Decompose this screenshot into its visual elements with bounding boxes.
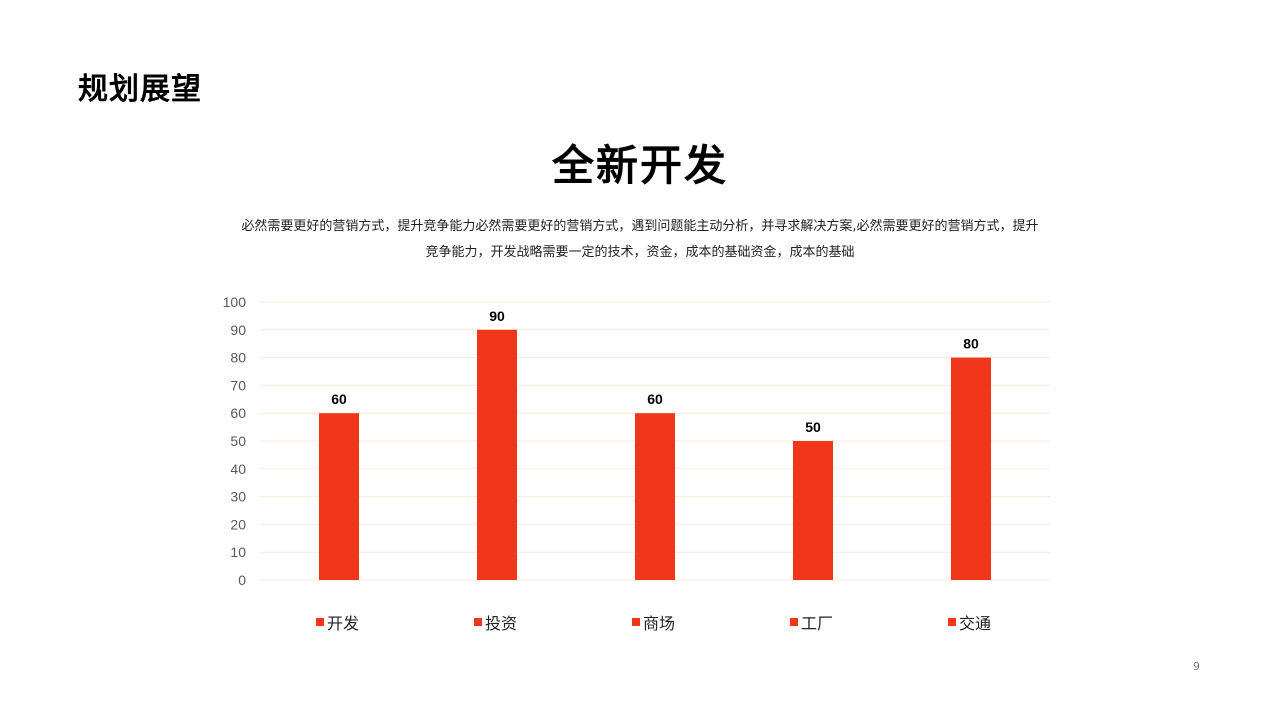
- y-tick-label: 30: [230, 489, 246, 505]
- y-tick-label: 40: [230, 461, 246, 477]
- bar: [477, 329, 517, 580]
- y-tick-label: 50: [230, 433, 246, 449]
- data-label: 90: [489, 308, 505, 324]
- data-label: 80: [963, 336, 979, 352]
- legend-swatch: [632, 618, 640, 626]
- description-text: 必然需要更好的营销方式，提升竞争能力必然需要更好的营销方式，遇到问题能主动分析，…: [241, 219, 1039, 260]
- section-title: 规划展望: [78, 72, 202, 107]
- bar: [951, 357, 991, 580]
- category-label: 开发: [327, 614, 359, 633]
- legend-swatch: [948, 618, 956, 626]
- y-tick-label: 20: [230, 516, 246, 532]
- y-tick-label: 70: [230, 377, 246, 393]
- category-label: 投资: [485, 614, 517, 633]
- bar: [635, 413, 675, 580]
- bar: [319, 413, 359, 580]
- data-label: 50: [805, 419, 821, 435]
- legend-swatch: [790, 618, 798, 626]
- legend-swatch: [474, 618, 482, 626]
- y-tick-label: 0: [238, 572, 246, 588]
- y-tick-label: 100: [223, 294, 247, 310]
- slide-title: 全新开发: [551, 141, 728, 190]
- y-tick-label: 10: [230, 544, 246, 560]
- y-tick-label: 90: [230, 322, 246, 338]
- category-label: 工厂: [801, 614, 833, 633]
- data-label: 60: [647, 391, 663, 407]
- y-tick-label: 80: [230, 350, 246, 366]
- legend-swatch: [316, 618, 324, 626]
- data-label: 60: [331, 391, 347, 407]
- bar: [793, 441, 833, 580]
- category-label: 商场: [643, 614, 675, 633]
- category-label: 交通: [959, 614, 991, 633]
- y-tick-label: 60: [230, 405, 246, 421]
- page-number: 9: [1193, 660, 1200, 673]
